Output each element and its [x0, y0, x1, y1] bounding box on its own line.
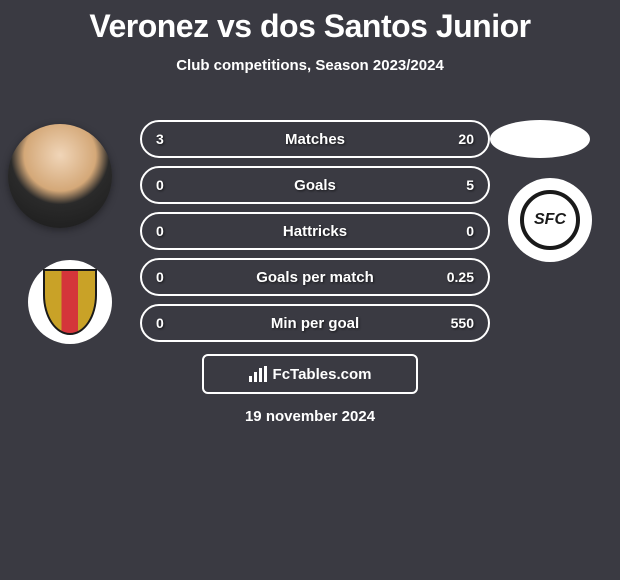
stat-label: Goals [294, 177, 336, 194]
date-label: 19 november 2024 [245, 408, 375, 425]
team1-badge-shield [43, 269, 97, 335]
stat-left-value: 3 [156, 131, 164, 147]
stat-row-goals-per-match: 0 Goals per match 0.25 [140, 258, 490, 296]
stat-left-value: 0 [156, 269, 164, 285]
bar-chart-icon [249, 366, 267, 382]
stat-left-value: 0 [156, 315, 164, 331]
team1-badge [28, 260, 112, 344]
stat-right-value: 5 [466, 177, 474, 193]
stat-right-value: 0.25 [447, 269, 474, 285]
stat-label: Goals per match [256, 269, 374, 286]
page-title: Veronez vs dos Santos Junior [0, 0, 620, 45]
stat-label: Min per goal [271, 315, 359, 332]
stat-label: Hattricks [283, 223, 347, 240]
team2-badge: SFC [508, 178, 592, 262]
stat-row-min-per-goal: 0 Min per goal 550 [140, 304, 490, 342]
brand-box: FcTables.com [202, 354, 418, 394]
player1-avatar [8, 124, 112, 228]
stats-list: 3 Matches 20 0 Goals 5 0 Hattricks 0 0 G… [140, 120, 490, 350]
stat-label: Matches [285, 131, 345, 148]
player2-avatar-placeholder [490, 120, 590, 158]
team2-badge-ring: SFC [520, 190, 580, 250]
subtitle: Club competitions, Season 2023/2024 [0, 57, 620, 74]
stat-right-value: 550 [451, 315, 474, 331]
stat-right-value: 20 [458, 131, 474, 147]
stat-left-value: 0 [156, 223, 164, 239]
stat-left-value: 0 [156, 177, 164, 193]
brand-text: FcTables.com [273, 366, 372, 383]
stat-row-matches: 3 Matches 20 [140, 120, 490, 158]
stat-row-hattricks: 0 Hattricks 0 [140, 212, 490, 250]
stat-right-value: 0 [466, 223, 474, 239]
stat-row-goals: 0 Goals 5 [140, 166, 490, 204]
